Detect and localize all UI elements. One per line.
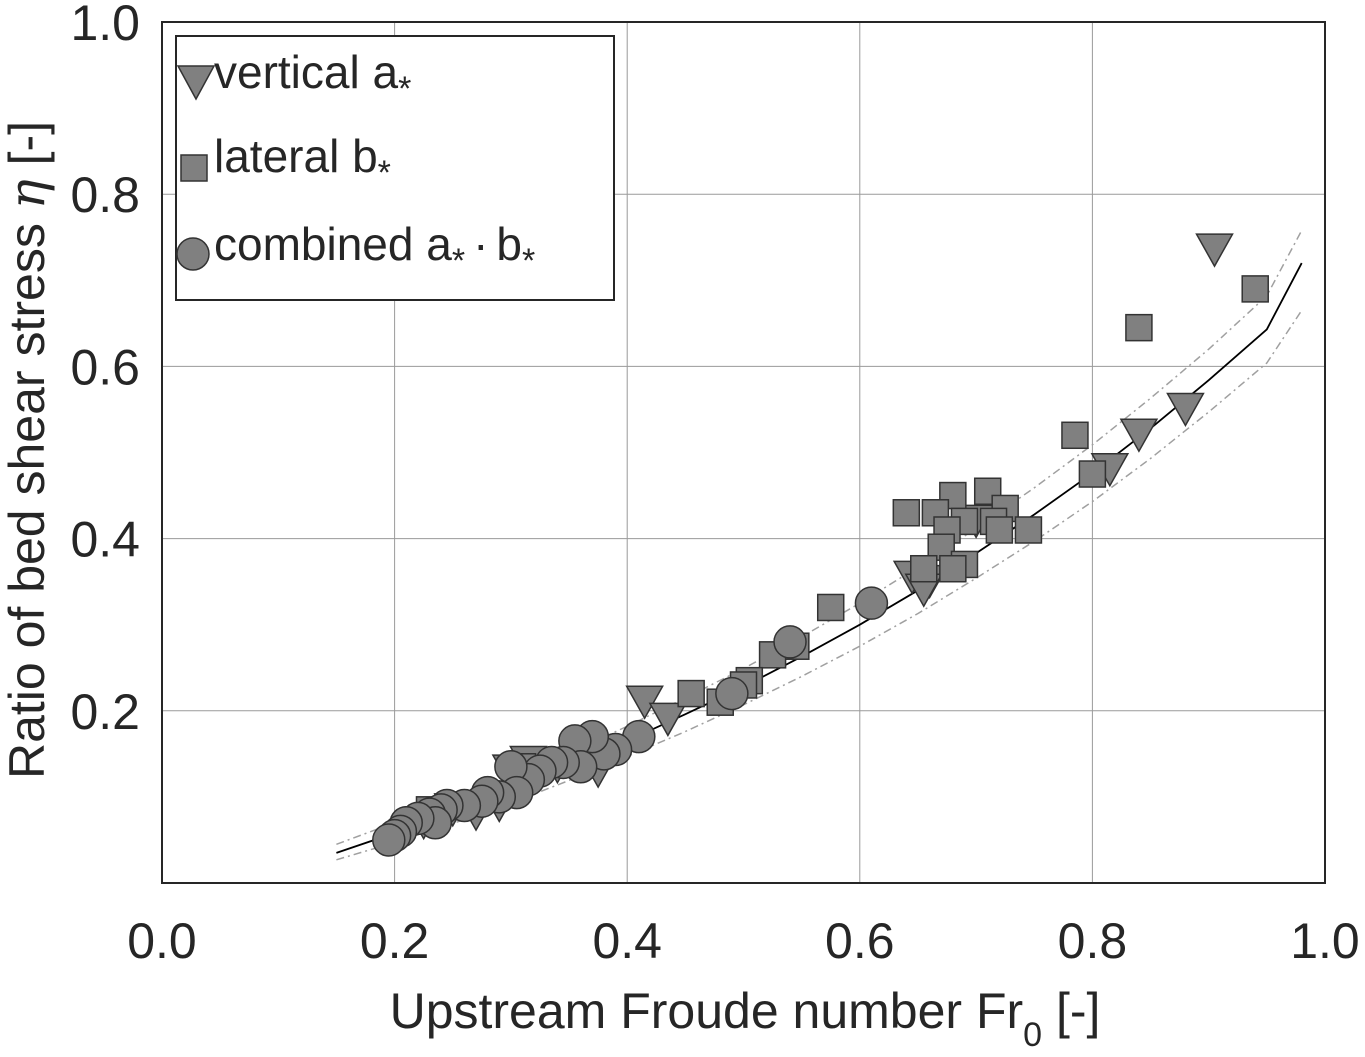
y-tick-label-1: 0.4 <box>70 512 140 568</box>
legend-entry-combined: combined a* · b* <box>214 218 535 280</box>
square-marker-1 <box>1125 313 1153 342</box>
circle-marker-0 <box>854 586 889 620</box>
y-tick-label-3: 0.8 <box>70 167 140 223</box>
square-marker-23 <box>677 679 705 708</box>
x-tick-label-2: 0.4 <box>592 913 662 969</box>
square-marker-0 <box>1241 275 1269 303</box>
x-tick-label-5: 1.0 <box>1290 913 1360 969</box>
square-marker-17 <box>910 554 938 583</box>
legend-entry-lateral: lateral b* <box>214 130 391 192</box>
square-marker-16 <box>939 554 967 583</box>
legend-lateral-subscript: * <box>378 154 391 192</box>
y-tick-labels: 0.2 0.4 0.6 0.8 1.0 <box>70 0 140 740</box>
legend-combined-b: b <box>496 218 522 270</box>
legend-triangle-icon <box>176 65 216 101</box>
circle-marker-2 <box>715 676 749 711</box>
x-axis-label-suffix: [-] <box>1042 983 1100 1039</box>
legend-lateral-label: lateral b <box>214 130 378 182</box>
y-axis-label: Ratio of bed shear stress η [-] <box>0 121 56 779</box>
legend: vertical a* lateral b* combined a* · b* <box>175 35 615 301</box>
triangle-marker-0 <box>1195 233 1234 268</box>
legend-combined-subscript-b: * <box>522 242 535 280</box>
y-axis-label-symbol: η <box>0 179 56 209</box>
legend-circle-icon <box>176 237 210 271</box>
axes-frame <box>161 21 1326 884</box>
x-tick-labels: 0.0 0.2 0.4 0.6 0.8 1.0 <box>127 913 1360 969</box>
legend-box <box>175 35 615 301</box>
x-axis-label: Upstream Froude number Fr0 [-] <box>390 983 1101 1054</box>
x-tick-label-1: 0.2 <box>360 913 430 969</box>
circle-marker-27 <box>372 823 406 857</box>
y-tick-label-2: 0.6 <box>70 339 140 395</box>
legend-vertical-label: vertical a <box>214 46 398 98</box>
legend-entry-vertical: vertical a* <box>214 46 411 108</box>
triangle-marker-10 <box>648 702 688 737</box>
triangle-marker-1 <box>1166 392 1205 427</box>
square-marker-6 <box>892 499 921 527</box>
y-axis-label-suffix: [-] <box>0 121 55 179</box>
lower-bound-line <box>336 309 1303 861</box>
data-markers <box>372 233 1269 857</box>
legend-combined-dot: · <box>473 218 488 270</box>
square-marker-10 <box>985 516 1014 544</box>
square-marker-2 <box>1061 421 1089 450</box>
triangle-marker-9 <box>625 685 664 720</box>
triangle-marker-2 <box>1119 418 1159 453</box>
x-tick-label-4: 0.8 <box>1058 913 1128 969</box>
y-axis-label-main: Ratio of bed shear stress <box>0 209 55 779</box>
legend-square-icon <box>180 154 208 182</box>
square-marker-11 <box>1014 516 1043 544</box>
legend-vertical-subscript: * <box>398 70 411 108</box>
square-marker-12 <box>950 507 979 536</box>
x-axis-label-main: Upstream Froude number Fr <box>390 983 1024 1039</box>
x-axis-label-subscript: 0 <box>1023 1016 1042 1054</box>
legend-combined-label: combined a <box>214 218 452 270</box>
square-marker-18 <box>816 593 845 622</box>
legend-combined-subscript-a: * <box>452 242 465 280</box>
y-tick-label-0: 0.2 <box>70 684 140 740</box>
circle-marker-1 <box>773 625 807 659</box>
x-tick-label-0: 0.0 <box>127 913 197 969</box>
square-marker-3 <box>1078 460 1107 488</box>
x-tick-label-3: 0.6 <box>825 913 895 969</box>
y-tick-label-4: 1.0 <box>70 0 140 51</box>
series-2-markers <box>372 586 889 857</box>
